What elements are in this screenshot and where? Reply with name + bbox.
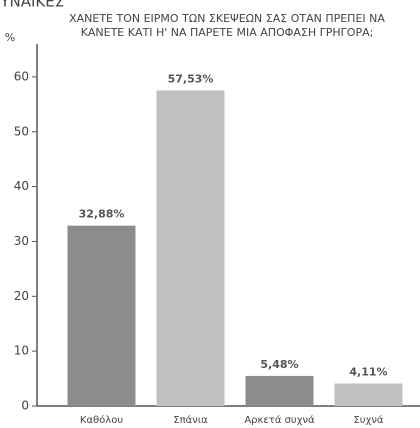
value-label: 4,11% — [349, 365, 387, 378]
y-tick-label: 20 — [14, 289, 29, 303]
chart-title: ΚΑΝΕΤΕ ΚΑΤΙ Η' ΝΑ ΠΑΡΕΤΕ ΜΙΑ ΑΠΟΦΑΣΗ ΓΡΗ… — [81, 26, 374, 39]
x-tick-label: Σπάνια — [173, 414, 208, 426]
chart-title: ΧΑΝΕΤΕ ΤΟΝ ΕΙΡΜΟ ΤΩΝ ΣΚΕΨΕΩΝ ΣΑΣ ΟΤΑΝ ΠΡ… — [69, 12, 385, 25]
y-tick-label: 50 — [14, 124, 29, 138]
chart-heading: ΓΥΝΑΙΚΕΣ — [0, 0, 64, 11]
y-axis-label: % — [5, 31, 15, 44]
y-tick-label: 40 — [14, 179, 29, 193]
bar — [67, 225, 136, 406]
value-label: 5,48% — [260, 358, 298, 371]
value-label: 57,53% — [168, 72, 214, 85]
bar — [156, 90, 225, 406]
y-tick-label: 60 — [14, 69, 29, 83]
bar — [334, 383, 403, 406]
bar — [245, 375, 314, 406]
y-tick-label: 0 — [21, 399, 29, 413]
value-label: 32,88% — [79, 208, 125, 221]
y-tick-label: 10 — [14, 344, 29, 358]
x-tick-label: Συχνά — [353, 414, 383, 426]
y-tick-label: 30 — [14, 234, 29, 248]
x-tick-label: Αρκετά συχνά — [244, 414, 315, 426]
x-tick-label: Καθόλου — [80, 414, 123, 426]
